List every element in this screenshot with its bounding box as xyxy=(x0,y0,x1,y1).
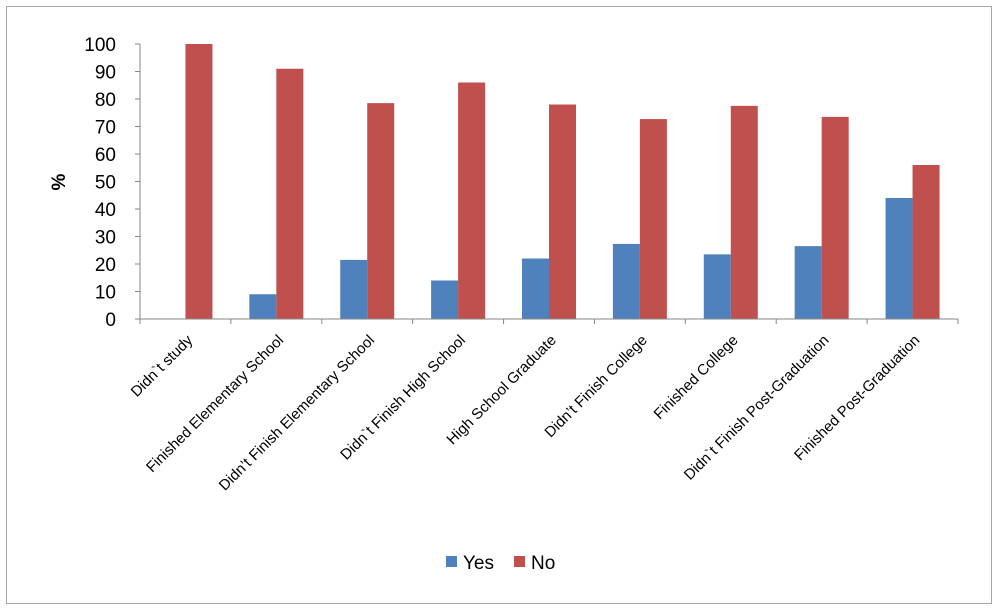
y-tick-label: 30 xyxy=(95,228,116,249)
y-tick-label: 70 xyxy=(95,118,116,139)
bar-yes xyxy=(885,198,913,319)
y-tick-label: 80 xyxy=(95,90,116,111)
y-tick-label: 60 xyxy=(95,145,116,166)
y-tick-label: 40 xyxy=(95,200,116,221)
y-axis: 0 10 20 30 40 50 60 70 80 90 100 xyxy=(84,35,141,331)
x-category-label: Didn`t Finish Post-Graduation xyxy=(681,332,833,484)
bar-no xyxy=(185,44,213,319)
bar-yes xyxy=(249,294,277,319)
bar-no xyxy=(276,68,304,319)
bar-yes xyxy=(794,246,822,319)
y-tick-label: 50 xyxy=(95,173,116,194)
bar-no xyxy=(458,82,486,319)
bar-yes xyxy=(703,254,731,319)
bar-yes xyxy=(431,280,459,319)
bar-yes xyxy=(340,259,368,319)
legend-swatch-yes xyxy=(446,556,457,567)
bar-no xyxy=(549,104,576,319)
bar-yes xyxy=(522,258,549,319)
y-tick-label: 0 xyxy=(105,310,116,331)
legend-label-no: No xyxy=(531,553,555,574)
y-tick-label: 90 xyxy=(95,63,116,84)
x-category-label: Finished College xyxy=(651,332,742,423)
bar-no xyxy=(367,103,395,319)
bar-no xyxy=(730,105,758,319)
y-tick-label: 10 xyxy=(95,283,116,304)
legend: Yes No xyxy=(446,553,555,574)
y-tick-label: 100 xyxy=(84,35,116,56)
legend-label-yes: Yes xyxy=(463,553,494,574)
bar-no xyxy=(821,116,849,319)
bars xyxy=(185,44,940,319)
x-category-label: Didn`t study xyxy=(128,331,197,400)
bar-no xyxy=(639,119,667,319)
legend-swatch-no xyxy=(514,556,525,567)
bar-no xyxy=(912,165,940,319)
x-category-label: Didn’t Finish College xyxy=(541,332,650,441)
x-category-label: Didn’t Finish Elementary School xyxy=(216,332,378,494)
y-axis-label: % xyxy=(49,173,70,190)
y-tick-label: 20 xyxy=(95,255,116,276)
bar-yes xyxy=(612,243,640,319)
